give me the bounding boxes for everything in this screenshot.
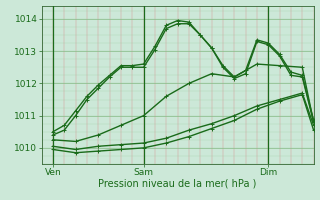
X-axis label: Pression niveau de la mer( hPa ): Pression niveau de la mer( hPa ): [99, 179, 257, 189]
